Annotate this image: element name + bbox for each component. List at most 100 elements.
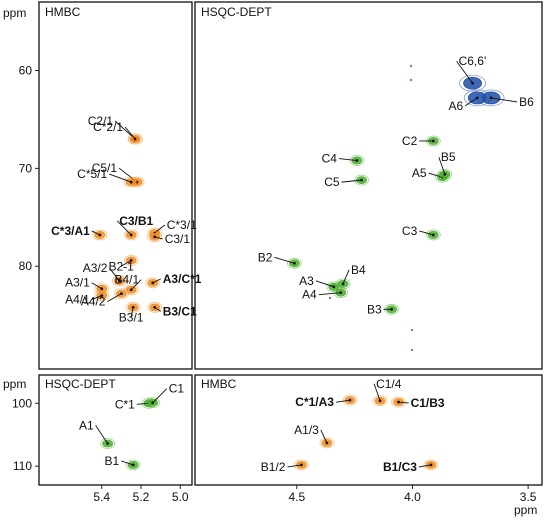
peak-label: C3 (402, 224, 418, 238)
panel-title-hsqc-top: HSQC-DEPT (201, 5, 272, 19)
peak-b3: B3 (367, 302, 400, 316)
x-tick-label: 4.0 (404, 490, 421, 504)
panel-title-hmbc-top: HMBC (45, 5, 81, 19)
peak-label: A1/3 (294, 423, 319, 437)
peak-label: C1/4 (376, 377, 402, 391)
peak-b3-c1: B3/C1 (147, 301, 197, 318)
peak-a3-1: A3/1 (65, 276, 110, 295)
peak-label: A3/2 (83, 261, 108, 275)
peak-label: C3/1 (165, 232, 191, 246)
hmbc-top-left-frame (38, 1, 193, 370)
peak-label: A3/1 (65, 276, 90, 290)
peak-b3-1: B3/1 (119, 301, 144, 324)
noise-dot (410, 348, 414, 352)
peak-label: C5/1 (92, 161, 118, 175)
y-axis-unit: ppm (3, 6, 26, 20)
peak-c1: C1 (145, 382, 185, 409)
peak-b4: B4 (335, 263, 366, 290)
x-tick-label: 5.0 (172, 490, 189, 504)
peak-b6: B6 (477, 89, 534, 109)
peak-a4-1: A4/1 (65, 290, 110, 307)
y-tick-label: 110 (13, 459, 32, 473)
noise-dot (328, 296, 332, 300)
peak-c5: C5 (324, 174, 369, 189)
noise-dot (409, 78, 413, 82)
peak-b2-1: B2-1 (109, 254, 139, 273)
peak-c3-b1: C3/B1 (116, 214, 154, 241)
peak-label: C4 (322, 152, 338, 166)
peak-b4-1: B4/1 (115, 273, 142, 296)
panel-title-hmbc-bottom: HMBC (201, 377, 237, 391)
hsqc-top-right-frame (194, 1, 543, 370)
peak-c1-4: C1/4 (372, 377, 402, 407)
peak-label: A3/C*1 (163, 272, 202, 286)
peak-c-1-a3: C*1/A3 (295, 394, 358, 409)
peak-label: B5 (441, 150, 456, 164)
peak-label: B3 (367, 302, 382, 316)
peak-a1-3: A1/3 (294, 423, 335, 449)
peak-a6: A6 (449, 89, 491, 113)
peak-label: A4 (302, 288, 317, 302)
peak-b1-c3: B1/C3 (383, 459, 439, 474)
peak-label: B3/1 (119, 310, 144, 324)
peak-label: A1 (79, 419, 94, 433)
peak-a1: A1 (79, 419, 116, 449)
peak-c-2-1: C*2/1 (93, 120, 143, 145)
peak-c-5-1: C*5/1 (77, 167, 139, 188)
x-tick-label: 5.2 (133, 490, 150, 504)
peak-label: B4/1 (115, 273, 140, 287)
x-axis-unit: ppm (514, 503, 537, 517)
hmbc-bottom-right-frame (194, 374, 543, 486)
peak-label: B2 (258, 250, 273, 264)
peak-b1: B1 (104, 454, 141, 471)
peak-label: B1/C3 (383, 460, 417, 474)
peak-label: C*3/1 (167, 218, 197, 232)
peak-a3-2: A3/2 (83, 261, 127, 287)
y-tick-label: 100 (12, 396, 32, 410)
peak-b2: B2 (258, 250, 302, 269)
peak-label: C*3/A1 (51, 224, 90, 238)
peak-c3: C3 (402, 224, 441, 241)
peak-label: A4/2 (81, 295, 106, 309)
peak-label: C1/B3 (411, 396, 445, 410)
peak-label: C*2/1 (93, 120, 123, 134)
noise-dot (410, 328, 414, 332)
peak-c-3-a1: C*3/A1 (51, 224, 108, 241)
peak-label: B6 (519, 95, 534, 109)
peak-label: B3/C1 (163, 304, 197, 318)
peak-a4-2: A4/2 (81, 288, 129, 309)
peak-label: C*1 (115, 397, 135, 411)
hsqc-bottom-left-frame (38, 374, 193, 486)
y-axis-unit-bottom: ppm (3, 377, 26, 391)
peak-b5: B5 (437, 150, 456, 180)
peak-b1-2: B1/2 (261, 459, 309, 474)
panel-title-hsqc-bottom: HSQC-DEPT (45, 377, 116, 391)
peak-label: C2 (402, 134, 418, 148)
y-tick-label: 70 (19, 161, 33, 175)
y-tick-label: 80 (19, 259, 33, 273)
peak-label: B1 (104, 454, 119, 468)
peak-a4: A4 (302, 287, 349, 302)
peak-c6-6-: C6,6' (456, 54, 487, 92)
peak-c2: C2 (402, 134, 441, 148)
peak-label: B1/2 (261, 460, 286, 474)
peak-label: C5 (324, 175, 340, 189)
peak-label: C3/B1 (119, 214, 153, 228)
peak-c1-b3: C1/B3 (391, 396, 445, 410)
peak-label: A3 (299, 274, 314, 288)
y-tick-label: 60 (19, 64, 33, 78)
peak-label: C6,6' (459, 54, 487, 68)
peak-label: B4 (351, 263, 366, 277)
peak-c4: C4 (322, 152, 365, 166)
peak-label: C*1/A3 (295, 395, 334, 409)
peak-label: A5 (412, 166, 427, 180)
peak-label: B2-1 (109, 259, 135, 273)
x-tick-label: 4.5 (288, 490, 305, 504)
peak-label: C1 (169, 382, 185, 396)
peak-label: A6 (449, 99, 464, 113)
peak-label: C2/1 (88, 114, 114, 128)
peak-label: C*5/1 (77, 167, 107, 181)
peak-a3-c-1: A3/C*1 (145, 272, 202, 289)
peak-label: A4/1 (65, 293, 90, 307)
